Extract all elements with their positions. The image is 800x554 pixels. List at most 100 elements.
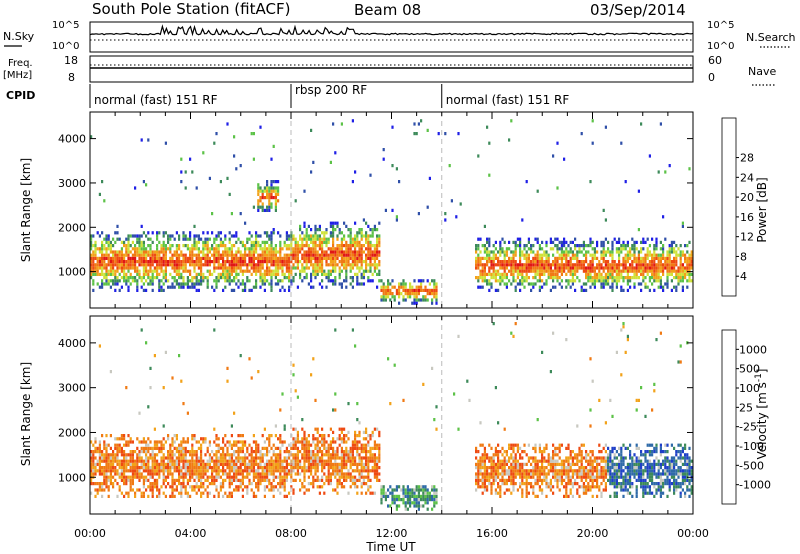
heatmap-cell [413,504,416,508]
heatmap-cell [420,279,423,283]
heatmap-cell [151,231,154,235]
heatmap-cell [567,282,570,286]
heatmap-cell [98,192,101,196]
heatmap-cell [191,437,194,441]
heatmap-cell [325,475,328,479]
heatmap-cell [354,272,357,276]
heatmap-cell [563,244,566,248]
heatmap-cell [336,485,339,489]
heatmap-cell [94,253,97,257]
heatmap-cell [314,459,317,463]
heatmap-cell [329,440,332,444]
heatmap-cell [226,475,229,479]
heatmap-cell [593,269,596,273]
heatmap-cell [182,269,185,273]
heatmap-cell [338,462,341,466]
heatmap-cell [338,228,341,232]
heatmap-cell [655,272,658,276]
heatmap-cell [323,443,326,447]
heatmap-cell [659,269,662,273]
heatmap-cell [666,272,669,276]
heatmap-cell [219,475,222,479]
heatmap-cell [224,272,227,276]
heatmap-cell [283,272,286,276]
heatmap-cell [325,253,328,257]
heatmap-cell [351,119,354,123]
heatmap-cell [233,478,236,482]
heatmap-cell [206,494,209,498]
heatmap-cell [615,272,618,276]
heatmap-cell [182,482,185,486]
heatmap-cell [235,488,238,492]
heatmap-cell [206,450,209,454]
heatmap-cell [277,260,280,264]
heatmap-cell [142,450,145,454]
heatmap-cell [268,269,271,273]
heatmap-cell [173,462,176,466]
heatmap-cell [666,250,669,254]
heatmap-cell [178,269,181,273]
heatmap-cell [270,466,273,470]
heatmap-cell [235,250,238,254]
heatmap-cell [327,272,330,276]
heatmap-cell [314,437,317,441]
heatmap-cell [538,272,541,276]
heatmap-cell [391,498,394,502]
heatmap-cell [618,250,621,254]
heatmap-cell [244,269,247,273]
heatmap-cell [329,466,332,470]
heatmap-cell [230,494,233,498]
heatmap-cell [123,437,126,441]
heatmap-cell [376,266,379,270]
heatmap-cell [373,266,376,270]
heatmap-cell [367,440,370,444]
heatmap-cell [200,237,203,241]
heatmap-cell [180,469,183,473]
heatmap-cell [230,247,233,251]
heatmap-cell [149,466,152,470]
heatmap-cell [193,234,196,238]
heatmap-cell [90,440,93,444]
heatmap-cell [134,250,137,254]
heatmap-cell [316,440,319,444]
heatmap-cell [270,482,273,486]
heatmap-cell [303,260,306,264]
heatmap-cell [219,276,222,280]
heatmap-cell [433,418,436,422]
heatmap-cell [105,240,108,244]
heatmap-cell [224,266,227,270]
heatmap-cell [325,231,328,235]
heatmap-cell [633,256,636,260]
heatmap-cell [367,269,370,273]
heatmap-cell [129,272,132,276]
heatmap-cell [552,263,555,267]
heatmap-cell [613,237,616,241]
heatmap-cell [373,472,376,476]
heatmap-cell [481,459,484,463]
heatmap-cell [486,485,489,489]
heatmap-cell [169,485,172,489]
heatmap-cell [303,443,306,447]
heatmap-cell [604,282,607,286]
heatmap-cell [114,279,117,283]
heatmap-cell [371,234,374,238]
heatmap-cell [171,462,174,466]
heatmap-cell [92,244,95,248]
heatmap-cell [378,434,381,438]
heatmap-cell [288,247,291,251]
heatmap-cell [417,501,420,505]
heatmap-cell [365,253,368,257]
heatmap-cell [226,453,229,457]
heatmap-cell [296,263,299,267]
heatmap-cell [334,488,337,492]
heatmap-cell [365,469,368,473]
heatmap-cell [340,263,343,267]
heatmap-cell [107,279,110,283]
nsearch-tick-top: 10^5 [707,20,734,31]
heatmap-cell [217,469,220,473]
heatmap-cell [215,437,218,441]
heatmap-cell [629,269,632,273]
heatmap-cell [222,446,225,450]
heatmap-cell [92,263,95,267]
heatmap-cell [305,228,308,232]
